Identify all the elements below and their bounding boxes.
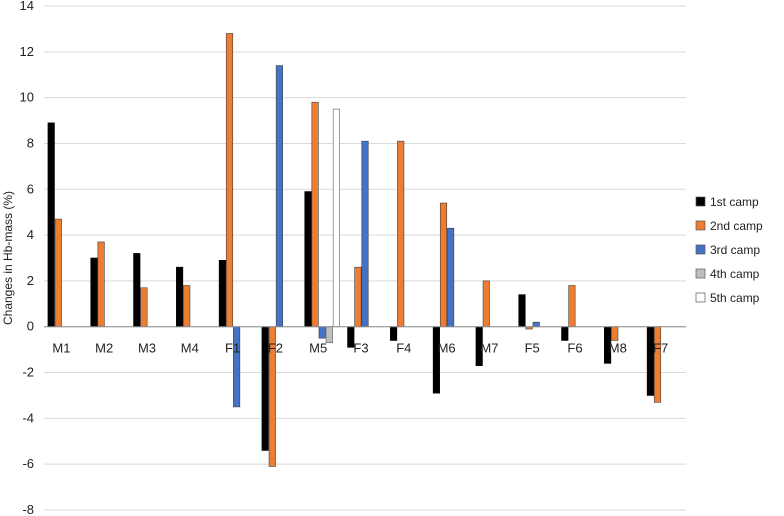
category-label: M4 bbox=[181, 341, 199, 356]
bar-f1-series-2 bbox=[225, 33, 234, 328]
legend-label: 3rd camp bbox=[710, 243, 760, 257]
category-label: F4 bbox=[396, 341, 411, 356]
y-tick-label: 0 bbox=[27, 319, 34, 334]
category-label: M8 bbox=[609, 341, 627, 356]
bar-f6-series-2 bbox=[568, 285, 576, 328]
category-label: M3 bbox=[138, 341, 156, 356]
category-label: F3 bbox=[353, 341, 368, 356]
y-tick-label: -6 bbox=[22, 456, 34, 471]
bar-m6-series-1 bbox=[432, 326, 440, 394]
category-label: M6 bbox=[438, 341, 456, 356]
bar-m3-series-2 bbox=[140, 287, 148, 328]
y-tick-label: -8 bbox=[22, 502, 34, 516]
y-tick-label: 8 bbox=[27, 135, 34, 150]
legend-swatch bbox=[695, 292, 706, 303]
legend-label: 4th camp bbox=[710, 267, 760, 281]
bar-m5-series-1 bbox=[304, 191, 312, 328]
bar-m5-series-3 bbox=[318, 326, 326, 339]
category-label: F5 bbox=[525, 341, 540, 356]
bar-f2-series-3 bbox=[275, 65, 283, 328]
bar-f6-series-1 bbox=[561, 326, 569, 341]
legend-swatch bbox=[695, 196, 706, 207]
y-tick-label: 10 bbox=[20, 90, 34, 105]
bar-f7-series-2 bbox=[653, 326, 662, 403]
legend-label: 2nd camp bbox=[710, 219, 763, 233]
y-axis-tick-labels: -8 -6 -4 -2 0 2 4 6 8 10 12 14 bbox=[20, 0, 34, 516]
bars bbox=[47, 33, 662, 467]
legend-swatch bbox=[695, 268, 706, 279]
bar-f5-series-1 bbox=[518, 294, 526, 328]
bar-m1-series-2 bbox=[54, 218, 62, 328]
legend-label: 5th camp bbox=[710, 291, 760, 305]
bar-m1-series-1 bbox=[47, 122, 55, 328]
y-tick-label: 2 bbox=[27, 273, 34, 288]
y-tick-label: 6 bbox=[27, 181, 34, 196]
category-label: M1 bbox=[52, 341, 70, 356]
bar-f4-series-1 bbox=[390, 326, 398, 341]
bar-m4-series-1 bbox=[176, 266, 184, 328]
category-label: F2 bbox=[268, 341, 283, 356]
bar-m6-series-3 bbox=[447, 227, 455, 328]
y-tick-label: -2 bbox=[22, 365, 34, 380]
bar-f3-series-2 bbox=[354, 266, 362, 328]
bar-m6-series-2 bbox=[439, 202, 448, 328]
legend-label: 1st camp bbox=[710, 195, 759, 209]
bar-m8-series-2 bbox=[611, 326, 619, 341]
y-tick-label: 14 bbox=[20, 0, 34, 13]
bar-f3-series-3 bbox=[361, 140, 369, 328]
bar-f4-series-2 bbox=[397, 140, 405, 328]
category-label: F1 bbox=[225, 341, 240, 356]
category-labels: M1 M2 M3 M4 F1 F2 M5 F3 F4 M6 M7 F5 F6 M8 F7 bbox=[52, 341, 668, 356]
bar-m4-series-2 bbox=[183, 285, 191, 328]
y-tick-label: 12 bbox=[20, 44, 34, 59]
category-label: M2 bbox=[95, 341, 113, 356]
y-tick-label: 4 bbox=[27, 227, 34, 242]
category-label: F6 bbox=[567, 341, 582, 356]
bar-m7-series-2 bbox=[482, 280, 490, 328]
category-label: F7 bbox=[653, 341, 668, 356]
bar-m2-series-1 bbox=[90, 257, 98, 328]
bar-f7-series-1 bbox=[646, 326, 654, 396]
bar-f1-series-3 bbox=[233, 326, 241, 408]
category-label: M5 bbox=[309, 341, 327, 356]
bar-f5-series-3 bbox=[532, 321, 540, 328]
bar-m5-series-5 bbox=[332, 108, 340, 328]
category-label: M7 bbox=[480, 341, 498, 356]
bar-m2-series-2 bbox=[97, 241, 105, 328]
y-tick-label: -4 bbox=[22, 410, 34, 425]
legend-swatch bbox=[695, 220, 706, 231]
y-axis-title: Changes in Hb-mass (%) bbox=[1, 191, 15, 325]
legend-swatch bbox=[695, 244, 706, 255]
bar-m3-series-1 bbox=[133, 253, 141, 328]
bar-f1-series-1 bbox=[218, 259, 226, 328]
legend: 1st camp 2nd camp 3rd camp 4th camp 5th camp bbox=[695, 195, 763, 305]
bar-m5-series-2 bbox=[311, 101, 319, 328]
